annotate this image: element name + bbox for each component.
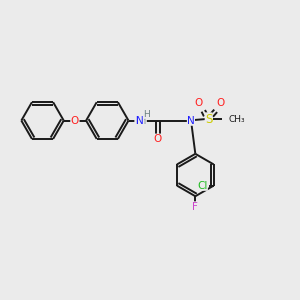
- Text: O: O: [216, 98, 224, 108]
- Text: O: O: [71, 116, 79, 126]
- Text: O: O: [195, 98, 203, 108]
- Text: N: N: [135, 116, 142, 126]
- Text: Cl: Cl: [197, 181, 208, 190]
- Text: H: H: [143, 110, 150, 118]
- Text: N: N: [136, 116, 144, 126]
- Text: N: N: [187, 116, 195, 126]
- Text: S: S: [205, 112, 212, 126]
- Text: CH₃: CH₃: [228, 115, 245, 124]
- Text: H: H: [139, 116, 146, 126]
- Text: O: O: [154, 134, 162, 144]
- Text: F: F: [192, 202, 198, 212]
